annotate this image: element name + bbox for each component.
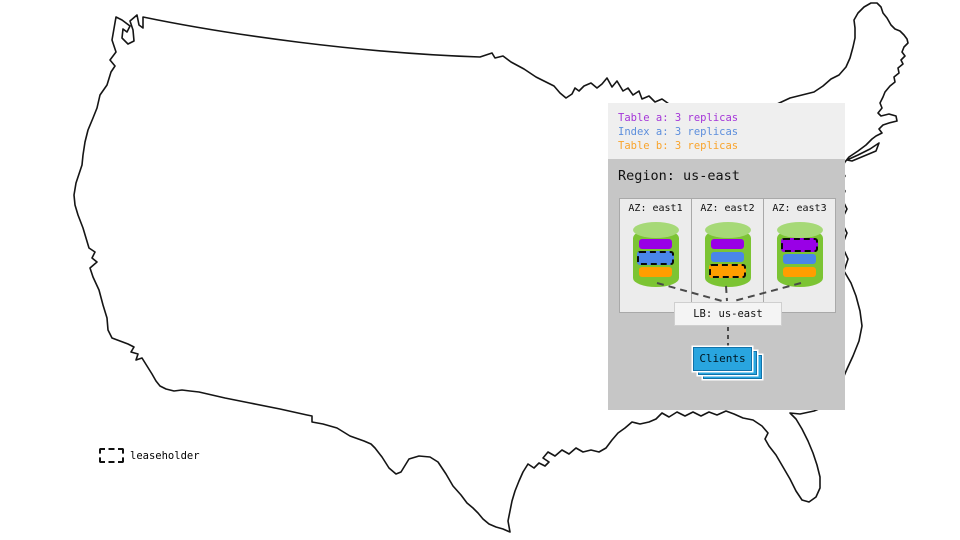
replica-bar-index-a (711, 252, 744, 262)
leaseholder-swatch-icon (99, 448, 124, 463)
replica-bar-table-b (639, 267, 672, 277)
az-label: AZ: east3 (772, 203, 827, 214)
az-label: AZ: east2 (700, 203, 755, 214)
load-balancer-box: LB: us-east (674, 302, 782, 326)
replica-bars (637, 239, 674, 277)
replica-bar-table-b (709, 264, 746, 278)
replica-bar-table-a (781, 238, 818, 252)
database-cylinder-icon (776, 222, 823, 290)
replica-bars (781, 238, 818, 277)
topology-panel: Table a: 3 replicas Index a: 3 replicas … (608, 103, 845, 410)
long-island-outline (846, 142, 880, 162)
legend-index-a: Index a: 3 replicas (618, 126, 739, 138)
region-title: Region: us-east (618, 168, 740, 184)
clients-label: Clients (699, 352, 746, 365)
az-cell-east1: AZ: east1 (620, 199, 692, 312)
database-cylinder-icon (632, 222, 679, 290)
az-label: AZ: east1 (628, 203, 683, 214)
replica-bar-index-a (783, 254, 816, 264)
replica-legend: Table a: 3 replicas Index a: 3 replicas … (608, 103, 845, 159)
clients-stack: Clients (693, 347, 768, 387)
az-row: AZ: east1 AZ: east2 (619, 198, 836, 313)
legend-table-b: Table b: 3 replicas (618, 140, 739, 152)
replica-bar-table-a (639, 239, 672, 249)
cylinder-top (704, 222, 751, 238)
replica-bars (709, 239, 746, 278)
az-cell-east3: AZ: east3 (764, 199, 835, 312)
replica-bar-index-a (637, 251, 674, 265)
clients-box: Clients (693, 347, 752, 371)
replica-bar-table-a (711, 239, 744, 249)
map-legend: leaseholder (99, 448, 200, 463)
cylinder-top (632, 222, 679, 238)
replica-bar-table-b (783, 267, 816, 277)
database-cylinder-icon (704, 222, 751, 290)
cylinder-top (776, 222, 823, 238)
legend-table-a: Table a: 3 replicas (618, 112, 739, 124)
lb-label: LB: us-east (693, 308, 763, 320)
leaseholder-legend-label: leaseholder (130, 449, 200, 462)
az-cell-east2: AZ: east2 (692, 199, 764, 312)
